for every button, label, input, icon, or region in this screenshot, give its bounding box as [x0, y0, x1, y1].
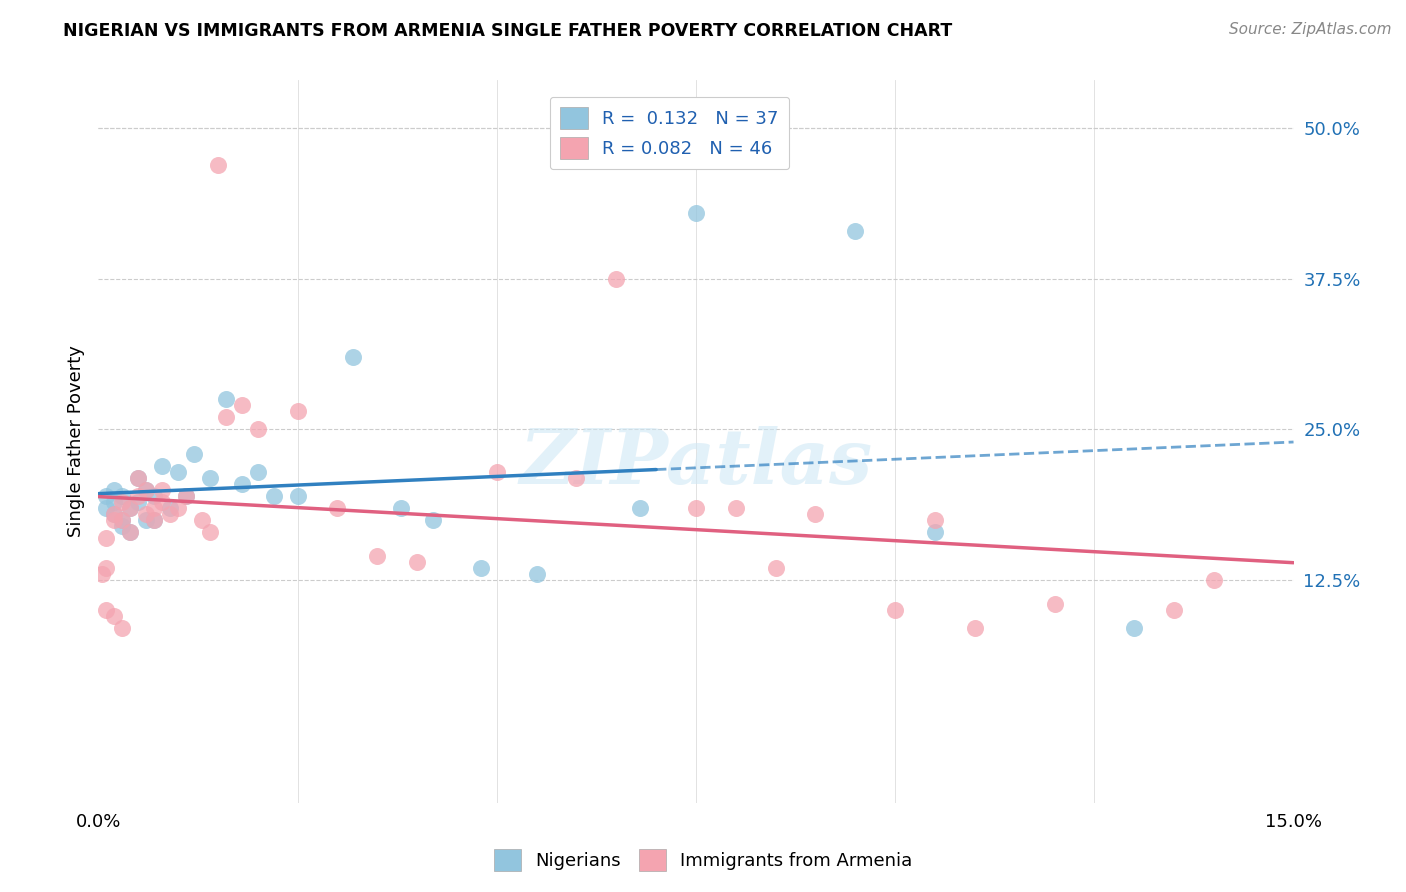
Point [366, 549, 388, 563]
Point [111, 513, 134, 527]
Point [231, 398, 253, 412]
Point [96, 603, 118, 617]
Point [103, 483, 125, 497]
Point [111, 494, 134, 508]
Point [103, 507, 125, 521]
Point [724, 500, 747, 515]
Text: NIGERIAN VS IMMIGRANTS FROM ARMENIA SINGLE FATHER POVERTY CORRELATION CHART: NIGERIAN VS IMMIGRANTS FROM ARMENIA SING… [63, 22, 952, 40]
Point [246, 423, 269, 437]
Point [111, 621, 134, 635]
Point [135, 483, 157, 497]
Point [120, 524, 142, 539]
Point [150, 494, 173, 508]
Point [804, 507, 827, 521]
Point [765, 561, 787, 575]
Point [103, 507, 125, 521]
Point [143, 513, 166, 527]
Point [96, 489, 118, 503]
Point [103, 494, 125, 508]
Point [127, 471, 149, 485]
Point [605, 272, 627, 286]
Point [174, 489, 197, 503]
Point [135, 513, 157, 527]
Point [183, 446, 205, 460]
Point [215, 410, 238, 425]
Point [127, 494, 149, 508]
Point [103, 513, 125, 527]
Point [470, 561, 492, 575]
Point [326, 500, 349, 515]
Point [96, 531, 118, 545]
Point [198, 524, 221, 539]
Point [287, 489, 309, 503]
Point [191, 513, 214, 527]
Point [159, 507, 181, 521]
Point [963, 621, 986, 635]
Legend: R =  0.132   N = 37, R = 0.082   N = 46: R = 0.132 N = 37, R = 0.082 N = 46 [550, 96, 789, 169]
Point [111, 489, 134, 503]
Point [127, 489, 149, 503]
Text: Source: ZipAtlas.com: Source: ZipAtlas.com [1229, 22, 1392, 37]
Point [406, 555, 429, 569]
Point [342, 350, 364, 364]
Point [159, 500, 181, 515]
Point [135, 483, 157, 497]
Point [565, 471, 588, 485]
Point [103, 609, 125, 624]
Point [143, 513, 166, 527]
Point [135, 507, 157, 521]
Point [111, 513, 134, 527]
Point [198, 471, 221, 485]
Point [884, 603, 907, 617]
Point [120, 524, 142, 539]
Point [127, 471, 149, 485]
Legend: Nigerians, Immigrants from Armenia: Nigerians, Immigrants from Armenia [486, 842, 920, 879]
Point [526, 567, 548, 582]
Point [174, 489, 197, 503]
Point [287, 404, 309, 418]
Point [263, 489, 285, 503]
Point [685, 500, 707, 515]
Point [207, 158, 229, 172]
Text: ZIPatlas: ZIPatlas [519, 426, 873, 500]
Point [96, 561, 118, 575]
Point [924, 524, 946, 539]
Point [215, 392, 238, 407]
Point [485, 465, 508, 479]
Point [111, 518, 134, 533]
Point [96, 500, 118, 515]
Point [120, 500, 142, 515]
Point [143, 500, 166, 515]
Point [150, 458, 173, 473]
Point [1043, 597, 1066, 611]
Point [231, 476, 253, 491]
Point [422, 513, 444, 527]
Point [1163, 603, 1185, 617]
Point [143, 489, 166, 503]
Point [120, 500, 142, 515]
Point [246, 465, 269, 479]
Point [91, 567, 114, 582]
Point [389, 500, 412, 515]
Point [844, 224, 866, 238]
Point [924, 513, 946, 527]
Point [150, 483, 173, 497]
Point [167, 465, 190, 479]
Point [628, 500, 651, 515]
Point [167, 500, 190, 515]
Point [685, 205, 707, 219]
Y-axis label: Single Father Poverty: Single Father Poverty [66, 345, 84, 538]
Point [1202, 573, 1225, 587]
Point [1123, 621, 1146, 635]
